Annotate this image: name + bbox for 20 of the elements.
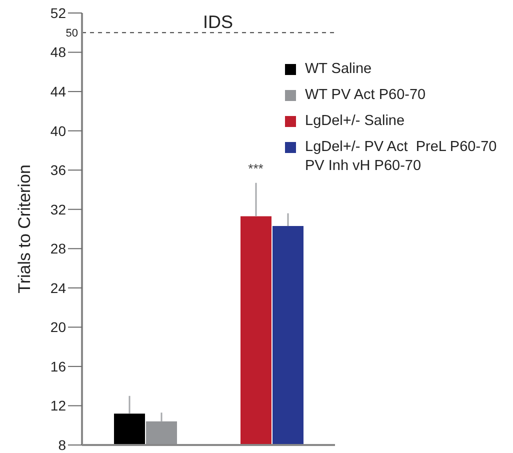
y-tick-label: 36 [50,162,66,178]
y-tick-label: 52 [50,4,66,21]
ref-line-label: 50 [66,28,78,40]
y-axis-title: Trials to Criterion [15,164,34,294]
y-tick-label: 12 [50,398,66,414]
y-tick-label: 24 [50,280,66,296]
y-tick-label: 32 [50,201,66,218]
y-tick-label: 8 [58,436,66,453]
legend-label: LgDel+/- PV Act PreL P60-70 PV Inh vH P60-70 [305,138,498,176]
y-tick-label: 16 [50,358,66,374]
y-tick-label: 40 [50,122,66,139]
y-tick-label: 28 [50,240,66,257]
legend-label: LgDel+/- Saline [305,112,405,131]
legend-label: WT PV Act P60-70 [305,86,426,105]
y-tick-label: 48 [50,44,66,60]
y-tick-label: 44 [50,84,66,100]
legend-label: WT Saline [305,60,372,79]
y-tick-label: 20 [50,319,66,336]
annotation: *** [248,160,264,176]
chart-title: IDS [202,12,234,33]
